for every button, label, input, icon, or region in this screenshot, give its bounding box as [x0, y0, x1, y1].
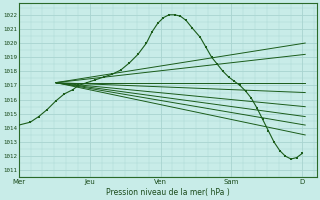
X-axis label: Pression niveau de la mer( hPa ): Pression niveau de la mer( hPa ): [106, 188, 229, 197]
